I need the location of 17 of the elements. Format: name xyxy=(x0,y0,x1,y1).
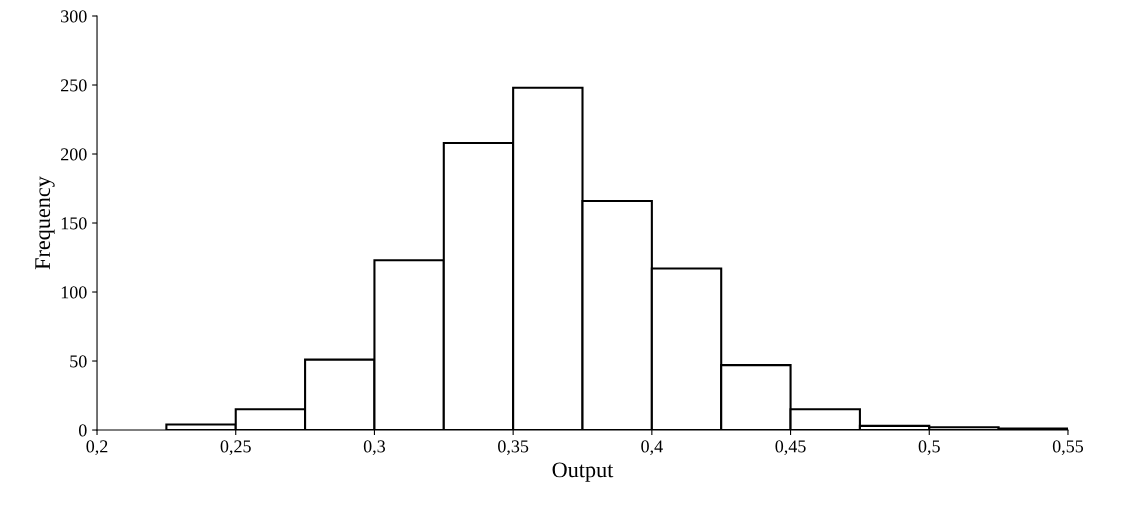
x-tick-label: 0,3 xyxy=(363,440,386,456)
x-axis-title: Output xyxy=(552,462,614,482)
y-tick-label: 250 xyxy=(61,79,87,92)
x-tick-label: 0,45 xyxy=(775,440,806,456)
x-tick-label: 0,5 xyxy=(918,440,940,456)
y-tick-label: 300 xyxy=(61,10,87,23)
x-tick-label: 0,2 xyxy=(86,440,108,456)
y-axis-title: Frequency xyxy=(35,176,55,270)
x-tick-label: 0,4 xyxy=(641,440,663,456)
x-tick-label: 0,25 xyxy=(220,440,251,456)
y-tick-label: 50 xyxy=(70,355,87,368)
x-tick-label: 0,55 xyxy=(1052,440,1084,456)
y-tick-label: 100 xyxy=(61,286,87,299)
y-tick-label: 150 xyxy=(61,217,87,230)
y-tick-label: 0 xyxy=(78,424,87,437)
x-tick-label: 0,35 xyxy=(498,440,529,456)
y-tick-label: 200 xyxy=(61,148,87,161)
